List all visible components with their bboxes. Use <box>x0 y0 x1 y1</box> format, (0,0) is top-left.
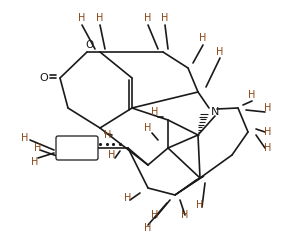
Text: H: H <box>124 193 132 203</box>
Text: H: H <box>264 103 272 113</box>
Text: H: H <box>151 210 159 220</box>
Text: H: H <box>31 157 39 167</box>
Text: H: H <box>144 123 152 133</box>
Text: H: H <box>34 143 42 153</box>
Text: H: H <box>151 107 159 117</box>
Text: H: H <box>216 47 224 57</box>
Text: N: N <box>211 107 219 117</box>
Text: Abs: Abs <box>67 143 87 153</box>
Text: O: O <box>85 40 93 50</box>
Text: H: H <box>196 200 204 210</box>
Text: H: H <box>181 210 189 220</box>
Polygon shape <box>175 176 204 195</box>
FancyBboxPatch shape <box>56 136 98 160</box>
Text: H: H <box>144 223 152 233</box>
Text: H: H <box>96 13 104 23</box>
Text: H: H <box>21 133 29 143</box>
Text: O: O <box>40 73 49 83</box>
Text: H: H <box>264 143 272 153</box>
Text: H: H <box>264 127 272 137</box>
Text: H: H <box>78 13 86 23</box>
Text: H: H <box>104 130 112 140</box>
Text: H: H <box>248 90 256 100</box>
Text: H: H <box>199 33 207 43</box>
Text: H: H <box>108 150 116 160</box>
Text: H: H <box>144 13 152 23</box>
Text: H: H <box>161 13 169 23</box>
